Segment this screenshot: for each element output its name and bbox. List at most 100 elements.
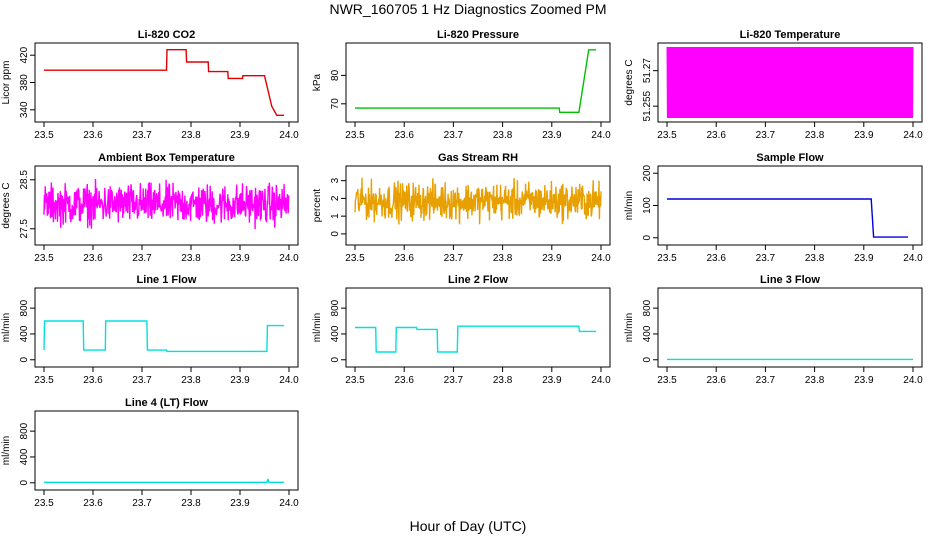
x-tick-label: 24.0 bbox=[279, 498, 299, 509]
x-tick-label: 24.0 bbox=[279, 375, 299, 386]
y-tick-label: 3 bbox=[330, 177, 341, 183]
x-tick-label: 23.5 bbox=[34, 130, 54, 141]
plot-frame bbox=[345, 42, 611, 123]
x-tick-label: 23.6 bbox=[394, 253, 414, 264]
panel-title: Line 4 (LT) Flow bbox=[125, 397, 208, 409]
series-line bbox=[43, 320, 285, 353]
panel-li-820-co2: Li-820 CO2 23.5 23.6 23.7 23.8 23.9 24.0 340 380… bbox=[1, 29, 299, 141]
series-line bbox=[43, 178, 290, 230]
series-line bbox=[44, 478, 285, 483]
panel-line-3-flow: Line 3 Flow 23.5 23.6 23.7 23.8 23.9 24.0 0 400 8… bbox=[624, 274, 923, 386]
plot-frame bbox=[34, 410, 299, 491]
panel-line-2-flow: Line 2 Flow 23.5 23.6 23.7 23.8 23.9 24.0 0 400 8… bbox=[312, 274, 611, 386]
series-line bbox=[355, 49, 597, 114]
series-line bbox=[355, 325, 597, 353]
x-tick-label: 23.7 bbox=[444, 130, 464, 141]
y-tick-label: 0 bbox=[19, 480, 30, 486]
plot-frame bbox=[345, 165, 611, 246]
x-tick-label: 23.9 bbox=[854, 375, 874, 386]
x-tick-label: 24.0 bbox=[591, 253, 611, 264]
y-tick-label: 51.27 bbox=[642, 58, 653, 83]
y-tick-label: 400 bbox=[19, 325, 30, 342]
figure-xlabel: Hour of Day (UTC) bbox=[410, 518, 527, 534]
x-tick-label: 23.5 bbox=[34, 253, 54, 264]
x-tick-label: 23.5 bbox=[345, 375, 365, 386]
y-axis-label: ml/min bbox=[624, 191, 635, 220]
x-tick-label: 23.8 bbox=[181, 498, 201, 509]
x-tick-label: 23.8 bbox=[805, 253, 825, 264]
x-tick-label: 23.6 bbox=[83, 130, 103, 141]
x-tick-label: 23.8 bbox=[805, 375, 825, 386]
x-tick-label: 24.0 bbox=[279, 253, 299, 264]
x-tick-label: 23.9 bbox=[542, 375, 562, 386]
panel-title: Ambient Box Temperature bbox=[98, 152, 235, 164]
panel-li-820-pressure: Li-820 Pressure 23.5 23.6 23.7 23.8 23.9 24.0 7… bbox=[312, 29, 611, 141]
x-tick-label: 23.7 bbox=[756, 130, 776, 141]
x-tick-label: 23.9 bbox=[854, 253, 874, 264]
x-tick-label: 23.5 bbox=[657, 253, 677, 264]
panel-sample-flow: Sample Flow 23.5 23.6 23.7 23.8 23.9 24.0 0 100 2… bbox=[624, 152, 923, 264]
y-axis-label: ml/min bbox=[624, 313, 635, 342]
x-tick-label: 23.7 bbox=[132, 253, 152, 264]
y-tick-label: 420 bbox=[19, 46, 30, 63]
x-tick-label: 23.7 bbox=[756, 375, 776, 386]
y-tick-label: 70 bbox=[330, 98, 341, 110]
x-tick-label: 24.0 bbox=[591, 375, 611, 386]
x-tick-label: 23.5 bbox=[657, 375, 677, 386]
x-tick-label: 23.9 bbox=[230, 498, 250, 509]
x-tick-label: 23.6 bbox=[83, 498, 103, 509]
x-tick-label: 23.6 bbox=[706, 375, 726, 386]
panel-line-1-flow: Line 1 Flow 23.5 23.6 23.7 23.8 23.9 24.0 0 400 8… bbox=[1, 274, 299, 386]
x-tick-label: 23.6 bbox=[83, 375, 103, 386]
y-tick-label: 100 bbox=[642, 197, 653, 214]
y-tick-label: 800 bbox=[19, 299, 30, 316]
panel-title: Line 1 Flow bbox=[137, 274, 197, 286]
y-tick-label: 800 bbox=[330, 299, 341, 316]
x-tick-label: 23.6 bbox=[83, 253, 103, 264]
y-tick-label: 27.5 bbox=[19, 219, 30, 239]
y-tick-label: 380 bbox=[19, 74, 30, 91]
x-tick-label: 24.0 bbox=[903, 130, 923, 141]
y-tick-label: 400 bbox=[330, 325, 341, 342]
y-tick-label: 28.5 bbox=[19, 170, 30, 190]
y-tick-label: 0 bbox=[642, 235, 653, 241]
panel-title: Gas Stream RH bbox=[438, 152, 518, 164]
y-axis-label: ml/min bbox=[1, 313, 12, 342]
x-tick-label: 23.6 bbox=[394, 375, 414, 386]
y-tick-label: 1 bbox=[330, 213, 341, 219]
x-tick-label: 23.8 bbox=[493, 130, 513, 141]
y-tick-label: 400 bbox=[19, 448, 30, 465]
y-tick-label: 2 bbox=[330, 195, 341, 201]
x-tick-label: 23.9 bbox=[230, 253, 250, 264]
series-line bbox=[666, 46, 914, 119]
y-axis-label: kPa bbox=[312, 73, 323, 91]
y-tick-label: 800 bbox=[642, 299, 653, 316]
x-tick-label: 23.9 bbox=[542, 253, 562, 264]
x-tick-label: 23.7 bbox=[132, 130, 152, 141]
y-tick-label: 0 bbox=[330, 357, 341, 363]
y-axis-label: degrees C bbox=[1, 182, 12, 228]
x-tick-label: 23.7 bbox=[132, 498, 152, 509]
x-tick-label: 23.5 bbox=[657, 130, 677, 141]
x-tick-label: 23.5 bbox=[345, 253, 365, 264]
x-tick-label: 23.8 bbox=[493, 375, 513, 386]
x-tick-label: 23.7 bbox=[444, 253, 464, 264]
x-tick-label: 23.7 bbox=[444, 375, 464, 386]
plot-frame bbox=[34, 287, 299, 368]
series-line bbox=[667, 198, 909, 238]
figure-title: NWR_160705 1 Hz Diagnostics Zoomed PM bbox=[329, 1, 606, 17]
y-tick-label: 0 bbox=[19, 357, 30, 363]
plot-frame bbox=[657, 287, 923, 368]
x-tick-label: 23.8 bbox=[493, 253, 513, 264]
y-tick-label: 340 bbox=[19, 101, 30, 118]
x-tick-label: 23.5 bbox=[34, 498, 54, 509]
x-tick-label: 23.6 bbox=[706, 130, 726, 141]
panel-ambient-box-temperature: Ambient Box Temperature 23.5 23.6 23.7 23.8 2… bbox=[1, 152, 299, 264]
y-tick-label: 400 bbox=[642, 325, 653, 342]
series-line bbox=[44, 49, 285, 117]
y-tick-label: 80 bbox=[330, 69, 341, 81]
x-tick-label: 23.6 bbox=[706, 253, 726, 264]
x-tick-label: 23.9 bbox=[230, 375, 250, 386]
